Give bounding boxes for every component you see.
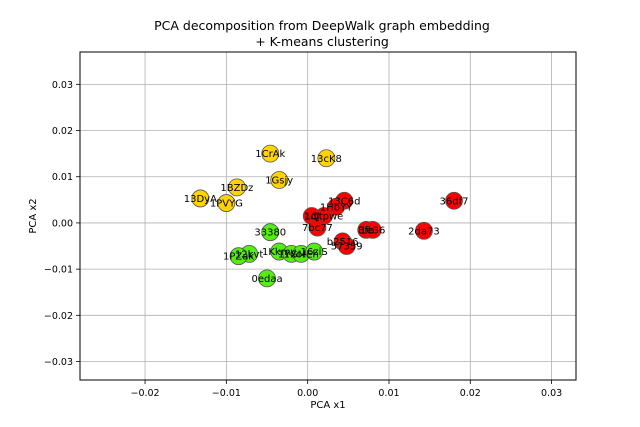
data-point [415,221,433,240]
y-tick-label: 0.00 [52,218,73,229]
data-point [308,218,327,237]
y-tick-label: 0.01 [52,172,73,183]
plot-frame [79,51,577,381]
point-label: 0edaa [251,274,282,285]
point-label: 33380 [254,228,286,239]
point-label: 12kvt [235,249,263,260]
data-point [363,220,382,239]
x-tick-label: 0.03 [541,388,562,399]
point-label: 2da73 [408,226,440,237]
data-point [228,178,246,197]
x-tick-label: 0.01 [378,388,399,399]
data-point [317,149,336,168]
data-point [261,144,280,163]
data-point [305,242,324,261]
point-label: 1dJ [304,212,320,223]
point-label: 1Yxol [278,249,305,260]
data-point [191,189,210,208]
point-label: 1HbYY [320,202,353,213]
y-tick-label: −0.01 [44,265,73,276]
point-label: 1e36 [360,225,385,236]
y-tick-label: −0.02 [44,311,73,322]
data-point [261,223,280,242]
data-point [217,194,236,212]
point-label: 1PZak [223,252,254,263]
data-point [229,247,248,266]
chart-subtitle: + K-means clustering [255,34,389,49]
chart-title: PCA decomposition from DeepWalk graph em… [154,18,490,33]
point-label: 57359 [331,242,363,253]
data-point [258,269,276,288]
point-label: 13C6d [328,196,360,207]
point-label: 1Gsjy [265,175,293,186]
y-tick-label: −0.03 [44,357,73,368]
grid-lines [80,52,576,380]
data-point [327,197,346,216]
point-label: 36df7 [440,196,469,207]
data-point [270,171,289,189]
axis-ticks: −0.02 −0.01 0.00 0.01 0.02 0.03 −0.03 −0.02 −0.0… [44,80,562,399]
data-point [445,191,463,210]
point-label: 1CrAk [255,149,285,160]
point-label: 1BZDz [220,183,253,194]
point-label: 1Qtpwe [305,212,344,223]
point-label: 1GMEh [283,249,318,260]
x-tick-label: 0.00 [297,388,318,399]
point-label: 13DyA [184,194,217,205]
point-label: 13cK8 [311,154,342,165]
y-tick-label: 0.03 [52,80,73,91]
x-tick-label: −0.02 [130,388,159,399]
x-tick-label: −0.01 [212,388,241,399]
data-point [337,237,356,255]
point-label: 8fb [358,225,374,236]
y-axis-label: PCA x2 [28,198,39,233]
point-label: b2516 [327,237,359,248]
x-axis-label: PCA x1 [310,400,345,411]
point-label: 1Kkmv [262,247,296,258]
point-label: 1PVYG [210,199,243,210]
point-label: 16ziS [301,247,328,258]
y-tick-label: 0.02 [52,126,73,137]
x-tick-label: 0.02 [460,388,481,399]
point-label: 7bc77 [302,223,333,234]
